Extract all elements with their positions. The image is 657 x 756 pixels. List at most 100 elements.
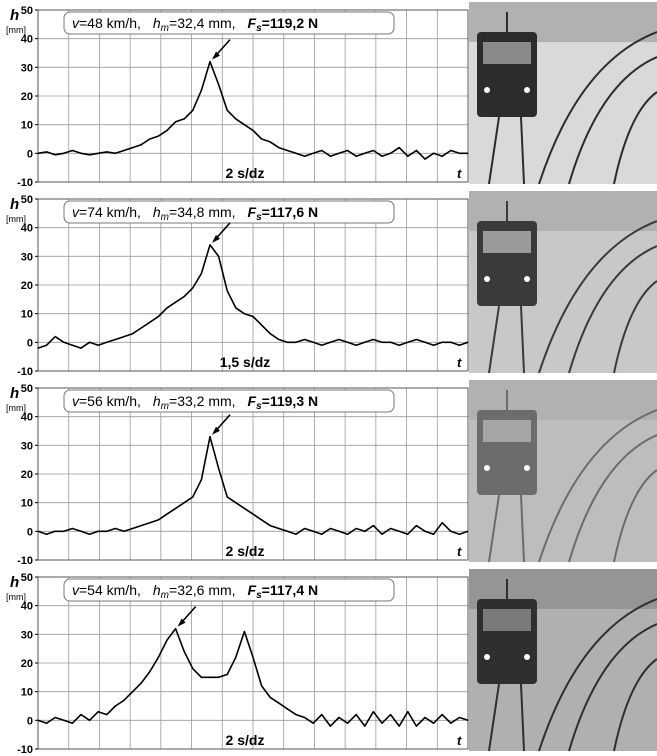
annotation: v=56 km/h, hm=33,2 mm, Fs=119,3 N <box>63 389 395 413</box>
data-point <box>235 656 237 658</box>
y-tick-label: 10 <box>21 498 33 510</box>
data-point <box>364 152 366 154</box>
data-point <box>54 336 56 338</box>
data-point <box>321 149 323 152</box>
data-point <box>235 307 237 309</box>
speed-value: =48 km/h, <box>79 15 141 31</box>
train-headlight-right <box>524 465 530 471</box>
y-tick-label: 30 <box>21 629 33 641</box>
panel-4: -10 0 10 20 30 40 50 h [mm] t v=54 km/h, hm=32,6 mm… <box>0 567 657 753</box>
data-point <box>407 533 409 535</box>
data-point <box>261 519 263 521</box>
data-point <box>364 530 366 532</box>
y-tick-label: 10 <box>21 120 33 132</box>
data-point <box>381 155 383 157</box>
x-axis-label: t <box>457 166 462 181</box>
data-point <box>347 341 349 343</box>
train-photo <box>469 2 657 185</box>
curved-rail-3 <box>613 469 657 563</box>
annotation-box <box>63 578 395 602</box>
curved-rail-1 <box>538 220 657 374</box>
data-point <box>97 530 99 532</box>
y-axis-label: h <box>10 574 19 591</box>
data-point <box>467 719 469 721</box>
data-point <box>338 338 340 341</box>
data-point <box>415 725 417 727</box>
data-point <box>97 152 99 154</box>
data-point <box>321 714 323 716</box>
data-point <box>390 714 392 716</box>
data-point <box>106 341 108 343</box>
force-subscript: s <box>256 212 262 223</box>
data-point <box>415 149 417 152</box>
y-axis-unit: [mm] <box>6 25 26 35</box>
height-symbol: h <box>153 15 161 31</box>
data-point <box>140 327 142 329</box>
height-subscript: m <box>161 590 169 601</box>
rail-right <box>520 683 525 752</box>
force-value: =117,4 N <box>262 582 318 598</box>
data-point <box>278 527 280 530</box>
grid <box>37 387 469 561</box>
data-point <box>312 530 314 532</box>
data-point <box>338 716 340 719</box>
rail-right <box>520 494 525 563</box>
data-point <box>286 149 288 152</box>
data-point <box>209 436 211 438</box>
data-point <box>424 341 426 343</box>
data-point <box>398 147 400 149</box>
data-point <box>89 341 91 343</box>
time-scale-label: 2 s/dz <box>226 732 265 748</box>
data-point <box>89 533 91 535</box>
force-subscript: s <box>256 401 262 412</box>
data-point <box>71 527 73 530</box>
data-point <box>218 467 220 469</box>
time-scale-label: 2 s/dz <box>226 165 265 181</box>
data-point <box>278 147 280 149</box>
rail-left <box>488 305 500 374</box>
data-point <box>286 341 288 343</box>
data-point <box>295 152 297 154</box>
height-value: =32,4 mm, <box>169 15 236 31</box>
data-point <box>304 527 306 530</box>
grid <box>37 9 469 183</box>
data-point <box>183 118 185 120</box>
data-point <box>269 141 271 143</box>
data-point <box>261 138 263 140</box>
peak-arrow <box>212 222 231 243</box>
data-point <box>433 722 435 724</box>
data-point <box>304 716 306 719</box>
data-point <box>269 333 271 335</box>
y-tick-label: 40 <box>21 223 33 235</box>
force-subscript: s <box>256 590 262 601</box>
speed-symbol: v <box>72 204 80 220</box>
data-point <box>132 147 134 149</box>
curved-rail-2 <box>568 434 657 563</box>
data-point <box>424 158 426 160</box>
data-point <box>312 722 314 724</box>
data-point <box>295 714 297 716</box>
data-point <box>123 530 125 532</box>
height-value: =33,2 mm, <box>169 393 236 409</box>
data-point <box>226 496 228 498</box>
data-point <box>192 496 194 498</box>
data-point <box>269 525 271 527</box>
force-symbol: F <box>248 393 257 409</box>
data-point <box>192 668 194 670</box>
data-point <box>54 530 56 532</box>
height-symbol: h <box>153 393 161 409</box>
data-point <box>218 676 220 678</box>
panel-3: -10 0 10 20 30 40 50 h [mm] t v=56 km/h, hm=33,2 mm… <box>0 378 657 564</box>
data-point <box>312 341 314 343</box>
data-point <box>80 347 82 349</box>
y-axis-label: h <box>10 385 19 402</box>
y-axis-label: h <box>10 7 19 24</box>
data-point <box>252 513 254 515</box>
data-point <box>175 507 177 509</box>
data-point <box>243 313 245 315</box>
data-point <box>157 519 159 521</box>
data-point <box>450 530 452 532</box>
data-point <box>458 716 460 719</box>
data-point <box>364 725 366 727</box>
force-symbol: F <box>248 204 257 220</box>
